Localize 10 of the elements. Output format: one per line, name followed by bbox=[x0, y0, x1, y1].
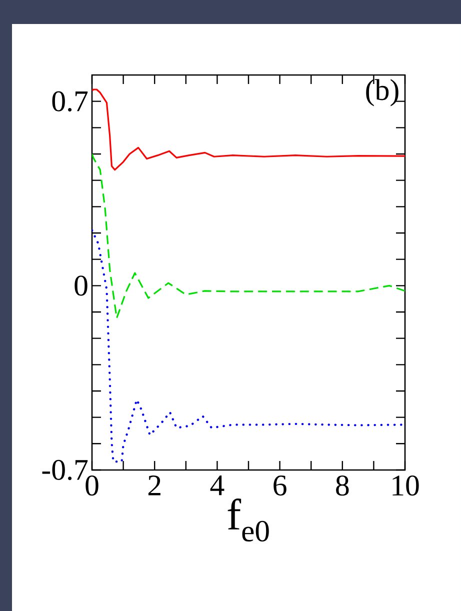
y-tick-label: 0 bbox=[74, 276, 88, 296]
y-tick-label: 0.7 bbox=[52, 91, 88, 112]
x-tick-label: 4 bbox=[210, 476, 224, 496]
y-tick-label: -0.7 bbox=[42, 460, 88, 480]
x-tick-label: 8 bbox=[336, 476, 349, 496]
x-tick-label: 6 bbox=[274, 476, 286, 496]
x-tick-label: 10 bbox=[392, 476, 419, 496]
x-axis-title: f$_{e0}$ bbox=[228, 498, 269, 542]
annotation: (b) bbox=[366, 79, 398, 106]
x-tick-label: 2 bbox=[148, 476, 160, 496]
